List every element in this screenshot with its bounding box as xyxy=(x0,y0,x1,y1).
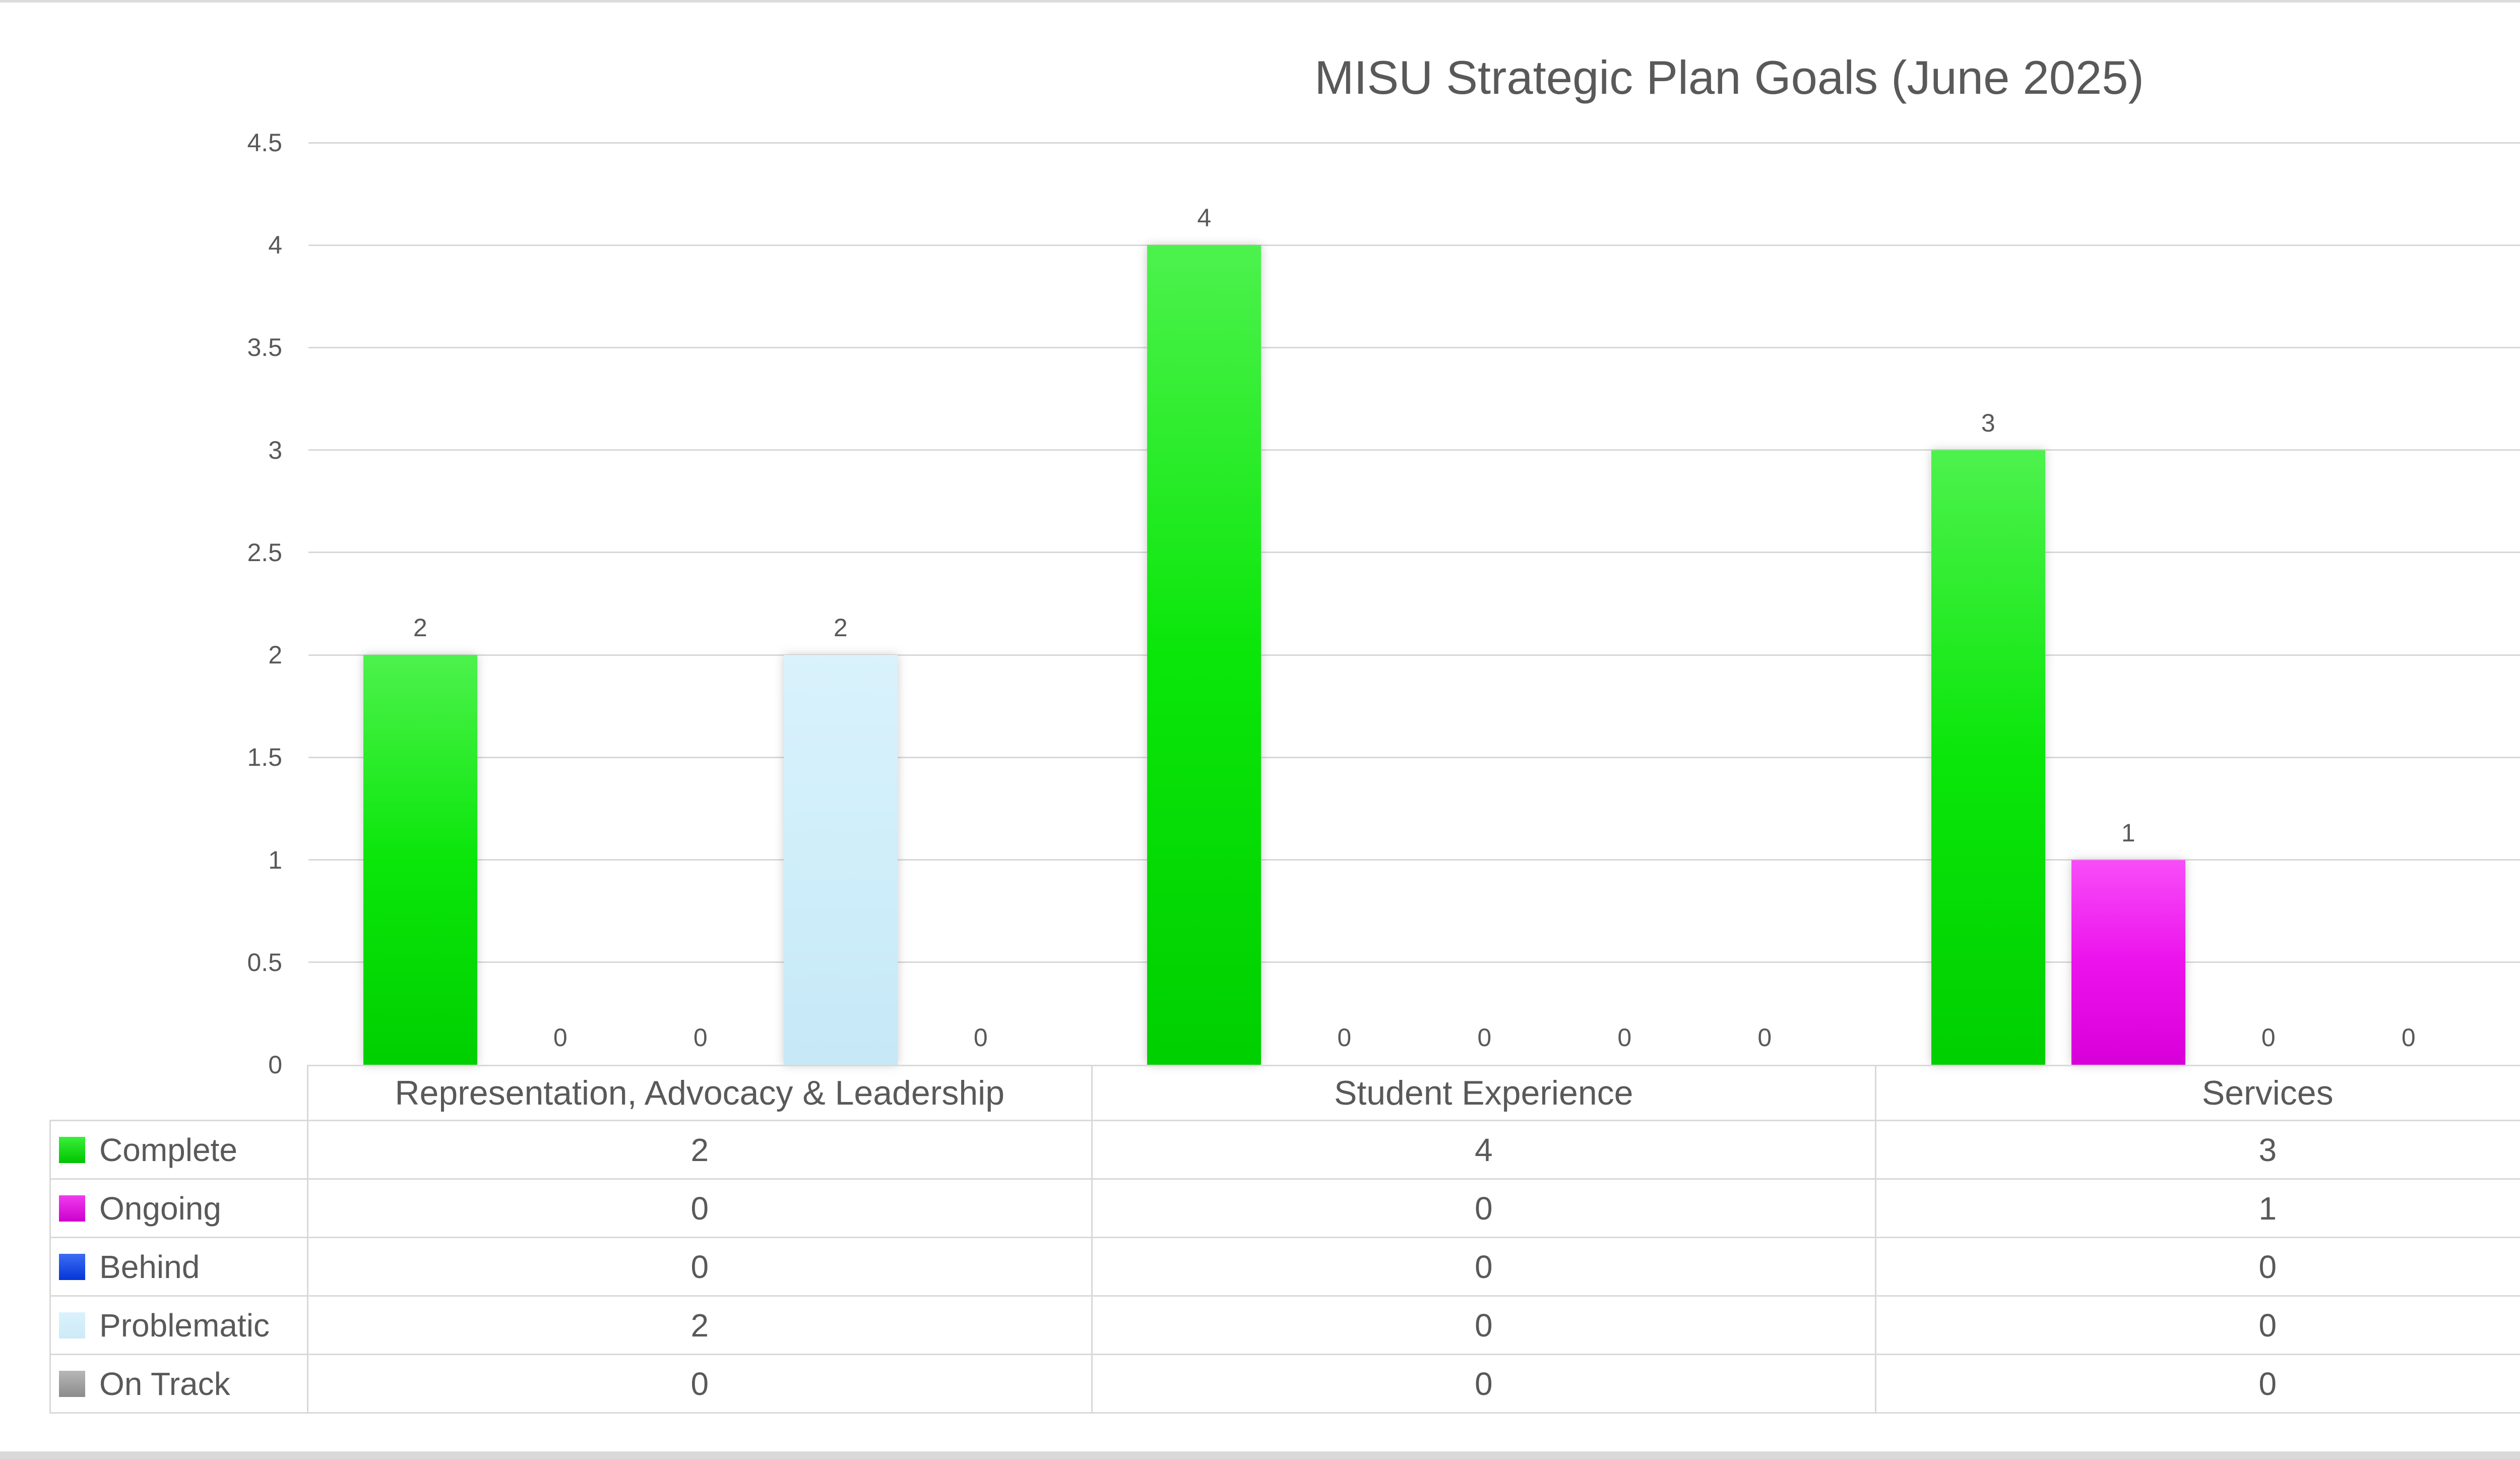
bar-value-label-zero: 0 xyxy=(1757,1023,1772,1052)
bar-value-label-zero: 0 xyxy=(2479,1023,2520,1052)
y-axis-tick-label: 0.5 xyxy=(247,948,282,977)
table-value-cell: 0 xyxy=(1876,1297,2520,1355)
legend-row-ongoing: Ongoing xyxy=(49,1180,308,1238)
bar-value-label-zero: 0 xyxy=(2261,1023,2276,1052)
table-value-cell: 3 xyxy=(1876,1121,2520,1180)
y-axis-tick-label: 4 xyxy=(268,231,282,260)
y-axis-tick-label: 2.5 xyxy=(247,538,282,567)
table-value-cell: 0 xyxy=(308,1355,1093,1414)
y-axis-tick-label: 2 xyxy=(268,641,282,670)
table-value-cell: 0 xyxy=(1876,1355,2520,1414)
table-value-cell: 1 xyxy=(1876,1180,2520,1238)
bar-problematic-1 xyxy=(783,655,898,1065)
table-value-cell: 0 xyxy=(1092,1355,1876,1414)
y-axis-tick-label: 1 xyxy=(268,845,282,874)
bar-complete-1 xyxy=(363,655,477,1065)
bar-value-label-zero: 0 xyxy=(973,1023,988,1052)
legend-swatch-ongoing xyxy=(59,1195,85,1222)
table-value-cell: 0 xyxy=(1092,1180,1876,1238)
legend-label: On Track xyxy=(99,1365,230,1402)
bar-complete-3 xyxy=(1931,450,2045,1065)
bar-value-label: 4 xyxy=(1197,204,1212,232)
y-axis-tick-label: 0 xyxy=(268,1051,282,1079)
bar-value-label: 1 xyxy=(2121,818,2135,847)
gridline-y-4.5 xyxy=(308,142,2520,144)
table-value-cell: 2 xyxy=(308,1297,1093,1355)
table-value-cell: 0 xyxy=(1876,1238,2520,1297)
gridline-y-4 xyxy=(308,244,2520,246)
y-axis-tick-label: 1.5 xyxy=(247,743,282,772)
chart-title: MISU Strategic Plan Goals (June 2025) xyxy=(1314,51,2144,104)
bar-ongoing-3 xyxy=(2071,860,2185,1065)
bar-value-label-zero: 0 xyxy=(1617,1023,1632,1052)
bar-value-label-zero: 0 xyxy=(2401,1023,2416,1052)
table-value-cell: 0 xyxy=(308,1238,1093,1297)
bar-value-label-zero: 0 xyxy=(693,1023,708,1052)
gridline-y-1 xyxy=(308,859,2520,861)
legend-row-on-track: On Track xyxy=(49,1355,308,1414)
table-header-2: Student Experience xyxy=(1092,1065,1876,1121)
legend-label: Complete xyxy=(99,1131,237,1168)
legend-row-problematic: Problematic xyxy=(49,1297,308,1355)
gridline-y-2 xyxy=(308,654,2520,656)
legend-row-complete: Complete xyxy=(49,1121,308,1180)
window-edge-top xyxy=(0,0,2520,3)
table-header-3: Services xyxy=(1876,1065,2520,1121)
bar-value-label: 3 xyxy=(1981,408,1995,437)
legend-swatch-problematic xyxy=(59,1312,85,1339)
gridline-y-1.5 xyxy=(308,756,2520,758)
bar-value-label: 2 xyxy=(833,614,848,642)
legend-swatch-complete xyxy=(59,1136,85,1163)
bar-complete-2 xyxy=(1147,245,1262,1065)
y-axis-tick-label: 3.5 xyxy=(247,333,282,362)
bar-value-label-zero: 0 xyxy=(1337,1023,1352,1052)
table-value-cell: 0 xyxy=(308,1180,1093,1238)
legend-label: Problematic xyxy=(99,1307,270,1344)
bar-value-label-zero: 0 xyxy=(1477,1023,1492,1052)
table-value-cell: 0 xyxy=(1092,1297,1876,1355)
table-value-cell: 0 xyxy=(1092,1238,1876,1297)
legend-swatch-on-track xyxy=(59,1370,85,1397)
table-value-cell: 2 xyxy=(308,1121,1093,1180)
table-value-cell: 4 xyxy=(1092,1121,1876,1180)
table-corner-cell xyxy=(49,1065,308,1121)
gridline-y-2.5 xyxy=(308,552,2520,554)
gridline-y-0.5 xyxy=(308,961,2520,963)
window-edge-bottom xyxy=(0,1451,2520,1459)
table-header-1: Representation, Advocacy & Leadership xyxy=(308,1065,1093,1121)
legend-swatch-behind xyxy=(59,1253,85,1280)
legend-row-behind: Behind xyxy=(49,1238,308,1297)
bar-value-label: 2 xyxy=(413,614,427,642)
y-axis-tick-label: 3 xyxy=(268,436,282,464)
gridline-y-3.5 xyxy=(308,346,2520,348)
legend-label: Behind xyxy=(99,1248,200,1285)
gridline-y-3 xyxy=(308,449,2520,451)
bar-value-label-zero: 0 xyxy=(553,1023,568,1052)
legend-label: Ongoing xyxy=(99,1190,221,1227)
y-axis-tick-label: 4.5 xyxy=(247,129,282,157)
